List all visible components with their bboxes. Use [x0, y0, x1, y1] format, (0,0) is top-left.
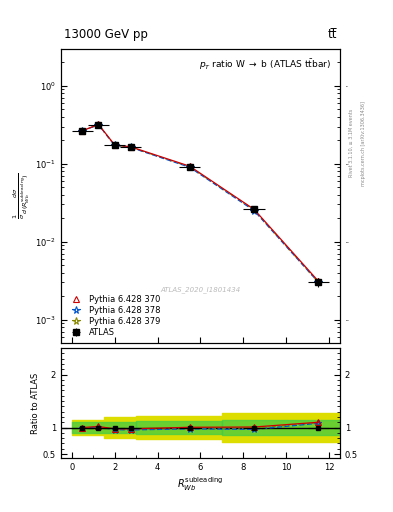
Line: Pythia 6.428 378: Pythia 6.428 378 [79, 121, 322, 286]
Pythia 6.428 379 [316, 280, 321, 286]
Text: ATLAS_2020_I1801434: ATLAS_2020_I1801434 [160, 286, 241, 293]
Pythia 6.428 379 [252, 207, 257, 213]
Pythia 6.428 378 [316, 280, 321, 286]
Pythia 6.428 378 [252, 207, 257, 214]
Pythia 6.428 370 [252, 206, 257, 212]
X-axis label: $R_{Wb}^{\rm subleading}$: $R_{Wb}^{\rm subleading}$ [177, 475, 224, 493]
Pythia 6.428 378 [187, 164, 192, 170]
Text: tt̅: tt̅ [328, 28, 337, 41]
Line: Pythia 6.428 370: Pythia 6.428 370 [79, 121, 321, 285]
Pythia 6.428 370 [128, 144, 133, 150]
Pythia 6.428 379 [96, 121, 101, 127]
Pythia 6.428 370 [316, 278, 321, 284]
Pythia 6.428 379 [187, 164, 192, 170]
Legend: Pythia 6.428 370, Pythia 6.428 378, Pythia 6.428 379, ATLAS: Pythia 6.428 370, Pythia 6.428 378, Pyth… [65, 293, 162, 339]
Pythia 6.428 370 [112, 142, 117, 148]
Y-axis label: $\frac{1}{\sigma}\frac{d\sigma}{d\,(R_{Wb}^{\rm subleading})}$: $\frac{1}{\sigma}\frac{d\sigma}{d\,(R_{W… [12, 173, 32, 219]
Y-axis label: Ratio to ATLAS: Ratio to ATLAS [31, 373, 40, 434]
Text: Rivet 3.1.10, ≥ 3.1M events: Rivet 3.1.10, ≥ 3.1M events [349, 109, 354, 178]
Pythia 6.428 379 [80, 128, 85, 134]
Pythia 6.428 378 [112, 142, 117, 148]
Pythia 6.428 378 [96, 122, 101, 128]
Pythia 6.428 379 [128, 144, 133, 151]
Pythia 6.428 379 [112, 142, 117, 148]
Pythia 6.428 378 [128, 144, 133, 151]
Pythia 6.428 370 [80, 127, 85, 134]
Text: $p_T$ ratio W $\rightarrow$ b (ATLAS t$\bar{\rm t}$bar): $p_T$ ratio W $\rightarrow$ b (ATLAS t$\… [199, 57, 332, 72]
Text: mcplots.cern.ch [arXiv:1306.3436]: mcplots.cern.ch [arXiv:1306.3436] [361, 101, 366, 186]
Pythia 6.428 370 [96, 121, 101, 127]
Text: 13000 GeV pp: 13000 GeV pp [64, 28, 148, 41]
Line: Pythia 6.428 379: Pythia 6.428 379 [79, 121, 322, 286]
Pythia 6.428 378 [80, 128, 85, 134]
Pythia 6.428 370 [187, 163, 192, 169]
